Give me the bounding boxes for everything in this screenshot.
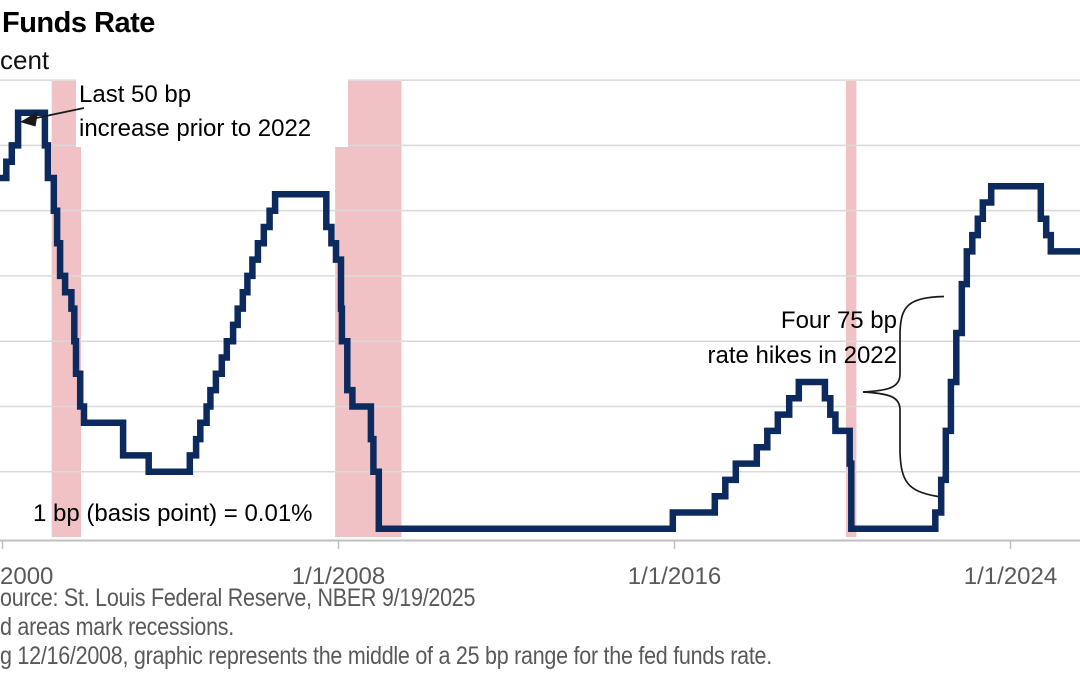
annotation-four-75bp-line2: rate hikes in 2022 <box>707 342 897 369</box>
footer-recessions-note: d areas mark recessions. <box>0 613 234 641</box>
x-tick-label-2000: 2000 <box>0 563 54 590</box>
x-tick-label-2008: 1/1/2008 <box>291 563 386 590</box>
chart-y-axis-unit-label: cent <box>0 45 50 75</box>
annotation-four-75bp-line1: Four 75 bp <box>780 307 897 334</box>
fed-funds-rate-step-line <box>0 109 1080 533</box>
recession-band <box>335 81 402 537</box>
annotation-last-50bp-line2: increase prior to 2022 <box>79 115 312 142</box>
footer-source-line: ource: St. Louis Federal Reserve, NBER 9… <box>0 584 476 612</box>
annotation-basis-point-note: 1 bp (basis point) = 0.01% <box>33 500 313 527</box>
footer-range-note: g 12/16/2008, graphic represents the mid… <box>0 642 772 670</box>
recession-band <box>845 81 857 537</box>
annotation-last-50bp-line1: Last 50 bp <box>79 81 192 108</box>
chart-title: Funds Rate <box>2 7 155 39</box>
annotation-last-50bp-increase: Last 50 bp increase prior to 2022 <box>76 76 348 147</box>
annotation-four-75bp-hikes: Four 75 bp rate hikes in 2022 <box>597 303 897 373</box>
x-tick-label-2024: 1/1/2024 <box>963 563 1058 590</box>
x-tick-label-2016: 1/1/2016 <box>627 563 722 590</box>
